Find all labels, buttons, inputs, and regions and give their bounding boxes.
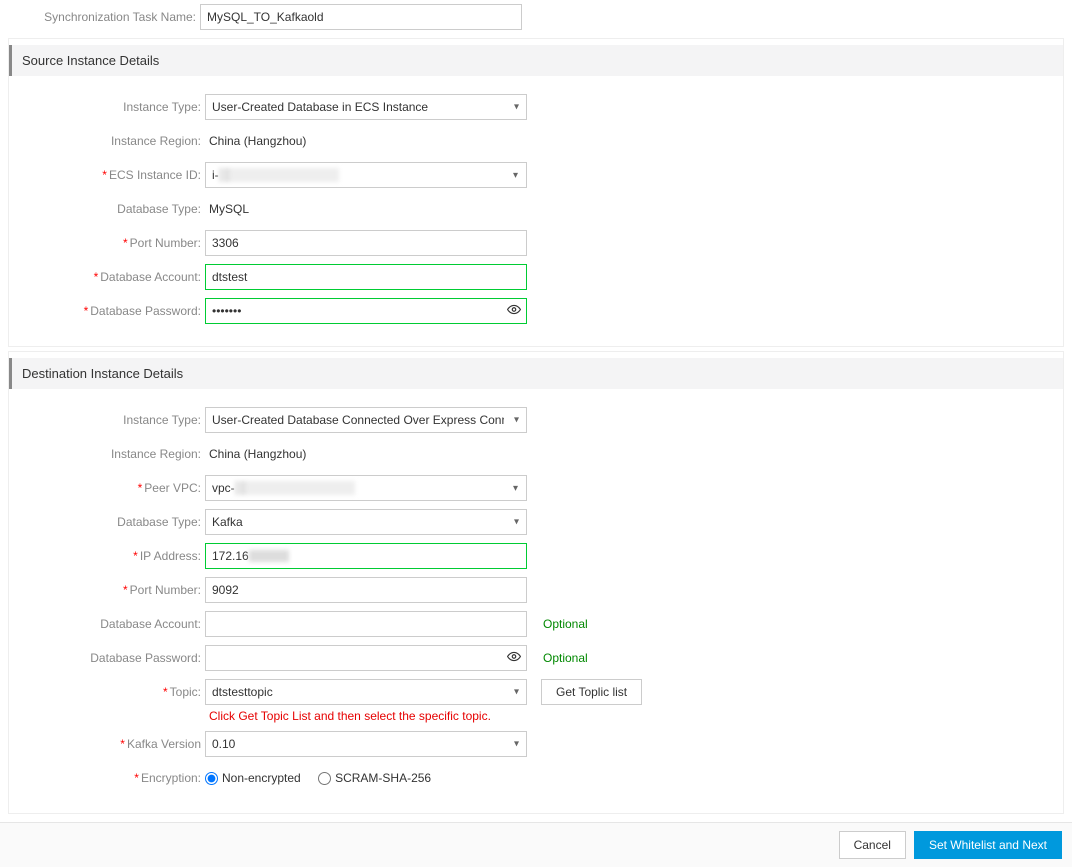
dest-peer-vpc-label: *Peer VPC:	[9, 481, 205, 495]
optional-label: Optional	[543, 617, 588, 631]
dest-peer-vpc-combo[interactable]: vpc- ▾	[205, 475, 527, 501]
dest-ip-label: *IP Address:	[9, 549, 205, 563]
dest-encryption-label: *Encryption:	[9, 771, 205, 785]
eye-icon[interactable]	[507, 650, 521, 667]
task-name-input[interactable]	[200, 4, 522, 30]
get-topic-list-button[interactable]: Get Toplic list	[541, 679, 642, 705]
source-db-password-input[interactable]	[205, 298, 527, 324]
source-instance-type-label: Instance Type:	[9, 100, 205, 114]
encryption-radio-group: Non-encrypted SCRAM-SHA-256	[205, 771, 445, 785]
chevron-down-icon: ▾	[505, 483, 526, 494]
dest-db-account-label: Database Account:	[9, 617, 205, 631]
encryption-option-scram[interactable]: SCRAM-SHA-256	[318, 771, 431, 785]
cancel-button[interactable]: Cancel	[839, 831, 906, 859]
dest-kafka-version-select[interactable]: 0.10 ▾	[205, 731, 527, 757]
redacted-text	[219, 168, 339, 182]
dest-instance-type-label: Instance Type:	[9, 413, 205, 427]
optional-label: Optional	[543, 651, 588, 665]
source-instance-region-label: Instance Region:	[9, 134, 205, 148]
dest-db-type-select[interactable]: Kafka ▾	[205, 509, 527, 535]
encryption-option-non[interactable]: Non-encrypted	[205, 771, 301, 785]
dest-section-header: Destination Instance Details	[9, 358, 1063, 389]
dest-instance-type-select[interactable]: User-Created Database Connected Over Exp…	[205, 407, 527, 433]
dest-db-type-label: Database Type:	[9, 515, 205, 529]
source-instance-region-value: China (Hangzhou)	[205, 134, 306, 148]
dest-topic-select[interactable]: dtstesttopic ▾	[205, 679, 527, 705]
dest-db-account-input[interactable]	[205, 611, 527, 637]
dest-instance-region-value: China (Hangzhou)	[205, 447, 306, 461]
next-button[interactable]: Set Whitelist and Next	[914, 831, 1062, 859]
dest-kafka-version-label: *Kafka Version	[9, 737, 205, 751]
source-ecs-id-combo[interactable]: i- ▾	[205, 162, 527, 188]
source-db-type-value: MySQL	[205, 202, 249, 216]
dest-db-password-label: Database Password:	[9, 651, 205, 665]
source-section-header: Source Instance Details	[9, 45, 1063, 76]
dest-db-password-input[interactable]	[205, 645, 527, 671]
dest-port-input[interactable]	[205, 577, 527, 603]
dest-section: Destination Instance Details Instance Ty…	[8, 351, 1064, 814]
redacted-text	[249, 550, 289, 562]
source-db-account-label: *Database Account:	[9, 270, 205, 284]
dest-topic-label: *Topic:	[9, 685, 205, 699]
source-section: Source Instance Details Instance Type: U…	[8, 38, 1064, 347]
eye-icon[interactable]	[507, 303, 521, 320]
dest-instance-region-label: Instance Region:	[9, 447, 205, 461]
dest-ip-input[interactable]: 172.16	[205, 543, 527, 569]
source-ecs-id-label: *ECS Instance ID:	[9, 168, 205, 182]
redacted-text	[235, 481, 355, 495]
source-port-label: *Port Number:	[9, 236, 205, 250]
source-instance-type-select[interactable]: User-Created Database in ECS Instance ▾	[205, 94, 527, 120]
topic-hint: Click Get Topic List and then select the…	[209, 709, 1053, 723]
footer-bar: Cancel Set Whitelist and Next	[0, 822, 1072, 867]
source-db-password-label: *Database Password:	[9, 304, 205, 318]
source-db-type-label: Database Type:	[9, 202, 205, 216]
source-port-input[interactable]	[205, 230, 527, 256]
task-name-label: Synchronization Task Name:	[4, 10, 200, 24]
dest-port-label: *Port Number:	[9, 583, 205, 597]
task-name-row: Synchronization Task Name:	[4, 4, 1068, 30]
chevron-down-icon: ▾	[505, 170, 526, 181]
source-db-account-input[interactable]	[205, 264, 527, 290]
